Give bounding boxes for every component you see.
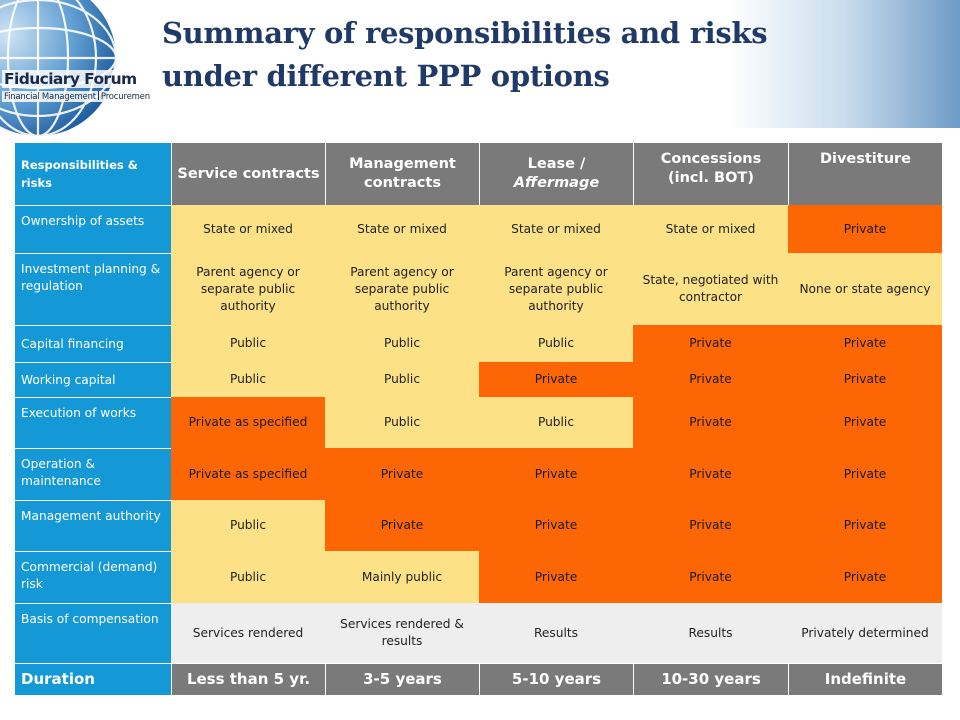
table-cell: Private (788, 325, 942, 362)
table-cell: Public (325, 362, 479, 397)
table-corner-label: Responsibilities & risks (15, 143, 171, 205)
title-line-2: under different PPP options (162, 59, 610, 93)
table-cell: Private (633, 325, 788, 362)
table-cell: Private as specified (171, 448, 325, 500)
logo-sub-left: Financial Management (4, 92, 96, 102)
duration-label: Duration (15, 663, 171, 695)
table-cell: Private (479, 448, 633, 500)
table-cell: Public (171, 362, 325, 397)
table-cell: Services rendered & results (325, 603, 479, 663)
column-header: Concessions (incl. BOT) (633, 143, 788, 205)
table-cell: Public (171, 551, 325, 603)
duration-cell: 3-5 years (325, 663, 479, 695)
table-cell: Private (788, 362, 942, 397)
table-cell: Parent agency or separate public authori… (171, 253, 325, 325)
row-label: Working capital (15, 362, 171, 397)
table-cell: Private (788, 500, 942, 551)
page-title: Summary of responsibilities and risks un… (162, 12, 768, 98)
row-label: Execution of works (15, 397, 171, 448)
row-label: Investment planning & regulation (15, 253, 171, 325)
table-cell: Private (788, 205, 942, 253)
table-cell: Mainly public (325, 551, 479, 603)
table-cell: Private (479, 551, 633, 603)
table-cell: Private (633, 551, 788, 603)
column-header: Service contracts (171, 143, 325, 205)
table-cell: Results (633, 603, 788, 663)
row-label: Capital financing (15, 325, 171, 362)
table-cell: Public (325, 397, 479, 448)
duration-cell: 10-30 years (633, 663, 788, 695)
row-label: Basis of compensation (15, 603, 171, 663)
title-line-1: Summary of responsibilities and risks (162, 16, 768, 50)
logo-name: Fiduciary Forum (2, 70, 139, 88)
column-header: Management contracts (325, 143, 479, 205)
table-cell: Public (479, 397, 633, 448)
table-cell: State or mixed (633, 205, 788, 253)
table-cell: Private as specified (171, 397, 325, 448)
row-label: Operation & maintenance (15, 448, 171, 500)
table-cell: Private (633, 500, 788, 551)
table-cell: Private (633, 362, 788, 397)
table-cell: Privately determined (788, 603, 942, 663)
column-header: Divestiture (788, 143, 942, 205)
title-bar: Summary of responsibilities and risks un… (150, 0, 960, 128)
duration-cell: 5-10 years (479, 663, 633, 695)
table-cell: Results (479, 603, 633, 663)
column-header-text: Lease / Affermage (513, 156, 600, 191)
table-cell: Private (479, 362, 633, 397)
table-cell: Parent agency or separate public authori… (325, 253, 479, 325)
table-cell: State or mixed (325, 205, 479, 253)
column-header: Lease / Affermage (479, 143, 633, 205)
table-cell: State or mixed (171, 205, 325, 253)
ppp-table: Responsibilities & risks Service contract… (15, 143, 942, 695)
table-cell: Public (171, 325, 325, 362)
logo-subtitle: Financial Management Procurement (2, 91, 150, 102)
table-cell: Public (325, 325, 479, 362)
logo-sub-right: Procurement (100, 92, 150, 102)
table-cell: Private (788, 448, 942, 500)
table-cell: None or state agency (788, 253, 942, 325)
table-cell: Private (479, 500, 633, 551)
logo: Fiduciary Forum Financial Management Proc… (0, 0, 150, 140)
table-cell: Parent agency or separate public authori… (479, 253, 633, 325)
row-label: Commercial (demand) risk (15, 551, 171, 603)
table-cell: Private (788, 551, 942, 603)
table-cell: Private (633, 397, 788, 448)
table-cell: Public (171, 500, 325, 551)
table-cell: Private (325, 448, 479, 500)
table-cell: Services rendered (171, 603, 325, 663)
table-cell: Public (479, 325, 633, 362)
logo-separator (97, 91, 99, 100)
duration-cell: Less than 5 yr. (171, 663, 325, 695)
table-cell: Private (788, 397, 942, 448)
row-label: Management authority (15, 500, 171, 551)
row-label: Ownership of assets (15, 205, 171, 253)
title-gradient-bar (730, 0, 960, 128)
duration-cell: Indefinite (788, 663, 942, 695)
table-cell: Private (633, 448, 788, 500)
table-cell: Private (325, 500, 479, 551)
table-cell: State, negotiated with contractor (633, 253, 788, 325)
table-cell: State or mixed (479, 205, 633, 253)
